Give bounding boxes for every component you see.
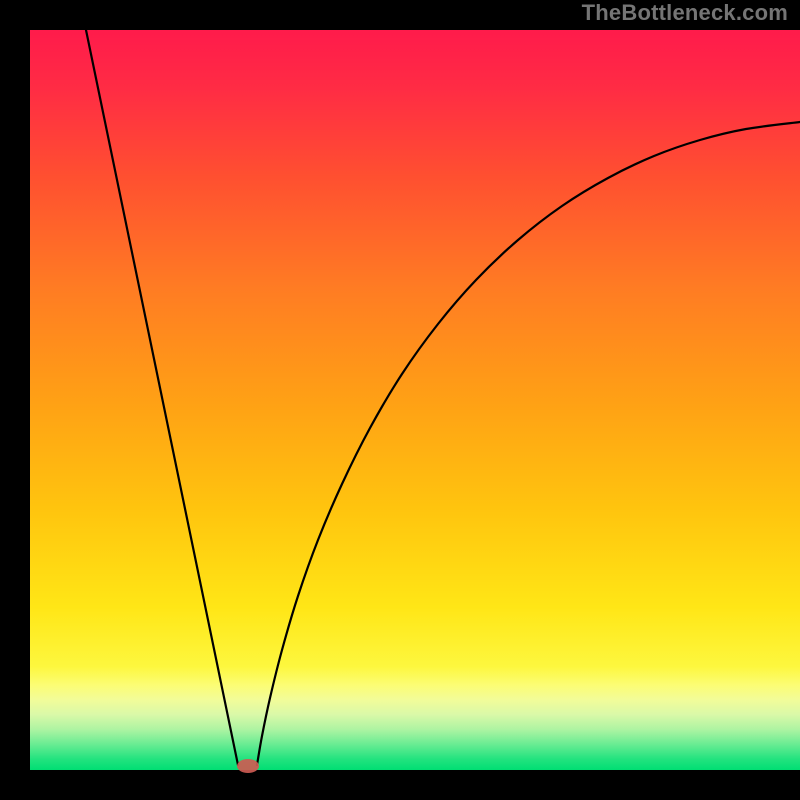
curve-left-branch: [86, 30, 238, 765]
bottleneck-curve: [30, 30, 800, 770]
optimal-point-marker: [237, 759, 259, 773]
chart-frame: TheBottleneck.com: [0, 0, 800, 800]
watermark-text: TheBottleneck.com: [582, 0, 788, 26]
plot-area: [30, 30, 800, 770]
curve-right-branch: [257, 122, 800, 765]
